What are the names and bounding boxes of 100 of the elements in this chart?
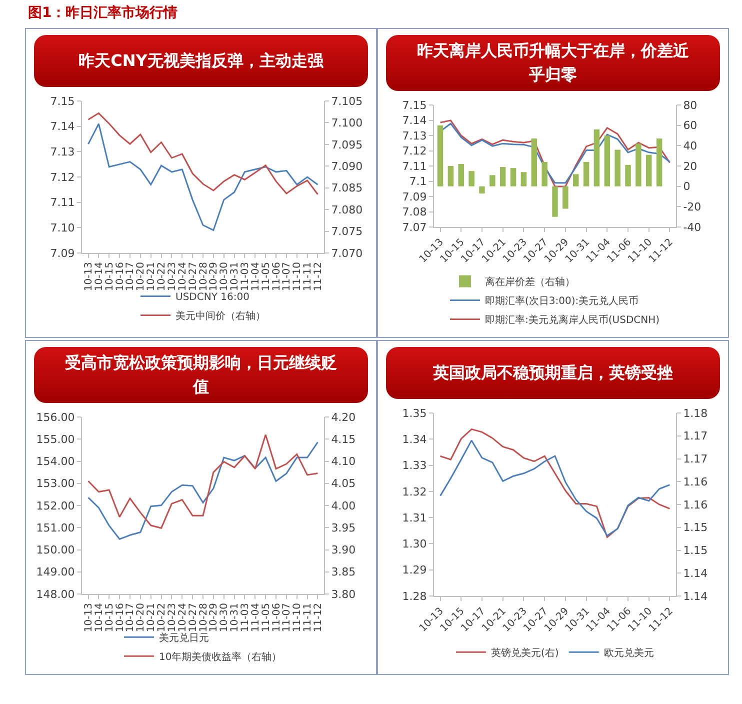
y-tick-label: 7.15 bbox=[402, 98, 427, 112]
x-tick-label: 11-06 bbox=[271, 603, 282, 632]
y-tick-label: 1.34 bbox=[402, 432, 427, 446]
x-tick-label: 10-15 bbox=[104, 262, 116, 292]
y-tick-label: 1.35 bbox=[402, 406, 427, 420]
x-tick-label: 11-05 bbox=[260, 262, 272, 292]
y2-tick-label: 7.105 bbox=[331, 94, 363, 108]
y-tick-label: 1.32 bbox=[402, 485, 427, 498]
y-tick-label: 7.11 bbox=[50, 196, 75, 210]
x-tick-label: 10-21 bbox=[146, 603, 158, 632]
chart-title: 昨天CNY无视美指反弹，主动走强 bbox=[34, 35, 368, 87]
x-tick-label: 10-22 bbox=[156, 262, 168, 292]
y-tick-label: 151.00 bbox=[36, 521, 75, 534]
y-tick-label: 1.33 bbox=[402, 459, 427, 472]
bar bbox=[468, 171, 474, 186]
caption: 图1：昨日汇率市场行情 bbox=[28, 4, 178, 22]
bar bbox=[437, 125, 444, 186]
y-tick-label: 7.09 bbox=[402, 190, 427, 204]
bar bbox=[572, 174, 579, 186]
x-tick-label: 11-11 bbox=[302, 603, 314, 632]
y-tick-label: 7.14 bbox=[50, 120, 75, 134]
bar bbox=[448, 166, 454, 186]
x-tick-label: 10-15 bbox=[104, 603, 116, 632]
bar bbox=[520, 172, 527, 186]
y2-tick-label: 7.070 bbox=[331, 246, 363, 260]
y2-tick-label: 1.18 bbox=[683, 406, 708, 420]
x-tick-label: 10-23 bbox=[166, 262, 178, 292]
y2-tick-label: 1.17 bbox=[683, 452, 708, 466]
y2-tick-label: 3.90 bbox=[331, 544, 356, 557]
x-tick-label: 10-13 bbox=[84, 603, 95, 632]
y2-tick-label: 0 bbox=[683, 180, 690, 194]
y2-tick-label: 1.15 bbox=[683, 521, 708, 534]
x-tick-label: 10-14 bbox=[94, 603, 105, 632]
y-tick-label: 1.29 bbox=[402, 564, 427, 577]
legend-label: 英镑兑美元(右) bbox=[491, 647, 559, 660]
y2-tick-label: 40 bbox=[683, 140, 698, 153]
line-series bbox=[88, 123, 318, 231]
x-tick-label: 10-16 bbox=[114, 262, 126, 292]
y2-tick-label: 1.15 bbox=[683, 544, 708, 558]
x-tick-label: 11-07 bbox=[282, 262, 293, 292]
x-tick-label: 10-23 bbox=[166, 603, 178, 632]
y2-tick-label: 4.20 bbox=[331, 410, 356, 424]
y2-tick-label: 3.80 bbox=[331, 588, 356, 601]
x-tick-label: 11-04 bbox=[250, 603, 262, 632]
y-tick-label: 1.31 bbox=[402, 511, 427, 524]
x-tick-label: 10-21 bbox=[146, 262, 158, 292]
legend-label: 美元兑日元 bbox=[159, 632, 209, 644]
y2-tick-label: 1.16 bbox=[683, 475, 708, 488]
x-tick-label: 10-30 bbox=[219, 262, 230, 292]
bar bbox=[583, 162, 590, 186]
y-tick-label: 153.00 bbox=[36, 477, 75, 490]
y2-tick-label: 4.10 bbox=[331, 455, 356, 468]
y-tick-label: 155.00 bbox=[36, 432, 75, 446]
x-tick-label: 10-13 bbox=[84, 262, 95, 292]
y-tick-label: 1.28 bbox=[402, 590, 427, 603]
y-tick-label: 1.30 bbox=[402, 538, 427, 551]
legend-label: USDCNY 16:00 bbox=[176, 292, 250, 304]
x-tick-label: 10-28 bbox=[198, 262, 210, 292]
x-tick-label: 11-03 bbox=[240, 603, 251, 632]
x-tick-label: 11-11 bbox=[302, 262, 314, 292]
y2-tick-label: 4.15 bbox=[331, 432, 356, 446]
x-tick-label: 10-24 bbox=[177, 603, 188, 632]
bar bbox=[531, 138, 538, 186]
y-tick-label: 7.11 bbox=[402, 160, 427, 173]
chart-title: 昨天离岸人民币升幅大于在岸，价差近乎归零 bbox=[386, 35, 720, 91]
legend-label: 10年期美债收益率（右轴） bbox=[159, 651, 282, 664]
bar bbox=[510, 168, 516, 186]
y2-tick-label: 4.05 bbox=[331, 477, 356, 490]
chart-title: 受高市宽松政策预期影响，日元继续贬值 bbox=[34, 347, 368, 403]
bar bbox=[490, 175, 496, 186]
bar bbox=[594, 129, 600, 186]
y-tick-label: 7.07 bbox=[402, 220, 427, 234]
y2-tick-label: 3.95 bbox=[331, 521, 356, 534]
y2-tick-label: 7.095 bbox=[331, 138, 363, 152]
x-tick-label: 10-30 bbox=[219, 603, 230, 632]
line-series bbox=[88, 441, 318, 540]
x-tick-label: 10-22 bbox=[156, 603, 168, 632]
x-tick-label: 10-31 bbox=[230, 262, 241, 292]
legend-label: 欧元兑美元 bbox=[604, 647, 654, 660]
x-tick-label: 11-06 bbox=[271, 262, 282, 292]
bar bbox=[636, 144, 642, 186]
y-tick-label: 7.13 bbox=[402, 129, 427, 142]
y2-tick-label: 1.16 bbox=[683, 498, 708, 512]
line-series bbox=[88, 112, 318, 196]
bar bbox=[542, 162, 548, 186]
y-tick-label: 152.00 bbox=[36, 499, 75, 512]
y-tick-label: 7.1 bbox=[409, 175, 427, 188]
legend-label: 即期汇率:美元兑离岸人民币(USDCNH) bbox=[485, 314, 660, 326]
x-tick-label: 11-07 bbox=[282, 603, 293, 632]
y2-tick-label: 7.075 bbox=[331, 225, 363, 238]
y2-tick-label: -20 bbox=[683, 200, 702, 214]
x-tick-label: 10-17 bbox=[125, 603, 136, 632]
bar bbox=[552, 186, 558, 217]
y2-tick-label: 4.00 bbox=[331, 499, 356, 512]
y-tick-label: 156.00 bbox=[36, 410, 75, 424]
y2-tick-label: 60 bbox=[683, 119, 698, 132]
x-tick-label: 10-27 bbox=[188, 262, 199, 292]
y-tick-label: 7.15 bbox=[50, 94, 75, 108]
y-tick-label: 154.00 bbox=[36, 455, 75, 468]
y2-tick-label: 3.85 bbox=[331, 566, 356, 579]
